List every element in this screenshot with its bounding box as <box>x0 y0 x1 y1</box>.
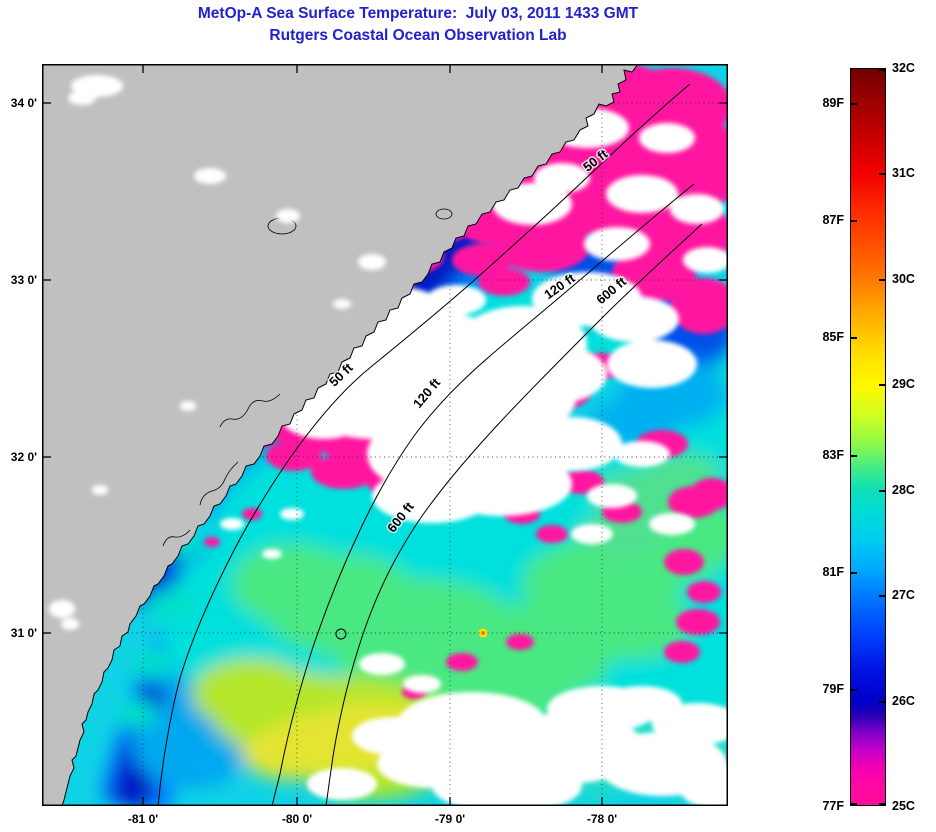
colorbar-label-celsius: 25C <box>892 799 915 813</box>
colorbar-label-fahrenheit: 89F <box>822 96 844 110</box>
colorbar-label-celsius: 28C <box>892 483 915 497</box>
colorbar-tick <box>879 279 885 281</box>
x-axis-tick-label: -79 0' <box>434 812 466 826</box>
colorbar-tick <box>851 689 857 691</box>
estuary-channels <box>162 393 281 547</box>
colorbar-label-celsius: 30C <box>892 272 915 286</box>
colorbar-label-fahrenheit: 79F <box>822 682 844 696</box>
contour-600ft <box>325 223 703 806</box>
y-axis-tick-label: 31 0' <box>10 626 37 640</box>
y-axis-tick-label: 32 0' <box>10 450 37 464</box>
plot-frame <box>42 64 728 806</box>
colorbar-tick <box>851 220 857 222</box>
colorbar-tick <box>879 803 885 805</box>
colorbar-label-celsius: 32C <box>892 61 915 75</box>
cloud-layer-land <box>49 75 386 630</box>
page-subtitle: Rutgers Coastal Ocean Observation Lab <box>269 27 567 44</box>
map-plot-area: 50 ft 50 ft 120 ft 120 ft 600 ft 600 ft <box>42 64 728 806</box>
x-axis-tick-label: -81 0' <box>127 812 159 826</box>
colorbar-label-fahrenheit: 85F <box>822 330 844 344</box>
colorbar-label-celsius: 29C <box>892 377 915 391</box>
x-axis-tick-label: -80 0' <box>281 812 313 826</box>
colorbar-tick <box>879 490 885 492</box>
colorbar-label-fahrenheit: 81F <box>822 565 844 579</box>
colorbar-label-celsius: 26C <box>892 694 915 708</box>
page-title: MetOp-A Sea Surface Temperature: July 03… <box>197 5 639 22</box>
y-axis-tick-label: 34 0' <box>10 96 37 110</box>
coastal-island <box>435 208 453 220</box>
colorbar-label-celsius: 31C <box>892 166 915 180</box>
colorbar-label-fahrenheit: 83F <box>822 448 844 462</box>
colorbar-tick <box>879 384 885 386</box>
colorbar-tick <box>879 69 885 71</box>
colorbar-label-fahrenheit: 87F <box>822 213 844 227</box>
colorbar-tick <box>851 103 857 105</box>
colorbar-label-celsius: 27C <box>892 588 915 602</box>
colorbar-tick <box>879 701 885 703</box>
colorbar-tick <box>851 803 857 805</box>
colorbar-label-fahrenheit: 77F <box>822 799 844 813</box>
x-axis-tick-label: -78 0' <box>586 812 618 826</box>
y-axis-tick-label: 33 0' <box>10 273 37 287</box>
colorbar-tick <box>851 455 857 457</box>
colorbar-gradient <box>851 69 885 805</box>
sst-map-svg: 50 ft 50 ft 120 ft 120 ft 600 ft 600 ft <box>42 64 728 806</box>
colorbar-tick <box>851 337 857 339</box>
contour-120ft <box>271 183 695 806</box>
colorbar-tick <box>879 173 885 175</box>
depth-contours <box>157 83 703 806</box>
colorbar-tick <box>851 572 857 574</box>
station-circle-marker <box>335 628 347 640</box>
colorbar <box>850 68 886 806</box>
colorbar-tick <box>879 595 885 597</box>
contour-50ft <box>157 83 691 806</box>
